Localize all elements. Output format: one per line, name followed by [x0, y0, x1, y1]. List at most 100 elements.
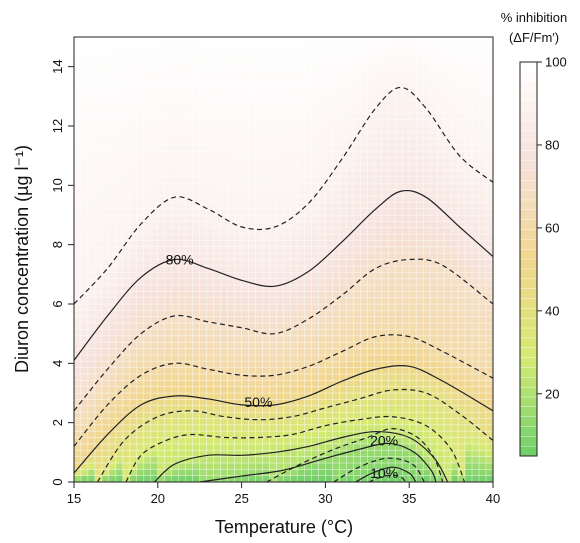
heatmap-cell — [408, 138, 417, 146]
heatmap-cell — [178, 373, 187, 381]
heatmap-cell — [87, 62, 96, 70]
heatmap-cell — [206, 468, 215, 477]
heatmap-cell — [394, 278, 403, 286]
heatmap-cell — [80, 360, 89, 368]
heatmap-cell — [122, 208, 131, 216]
heatmap-cell — [283, 284, 291, 292]
heatmap-cell — [101, 62, 110, 70]
heatmap-cell — [150, 303, 159, 311]
heatmap-cell — [129, 437, 138, 445]
heatmap-cell — [394, 240, 403, 248]
heatmap-cell — [346, 157, 354, 165]
heatmap-cell — [101, 418, 110, 426]
heatmap-cell — [457, 322, 466, 330]
heatmap-cell — [325, 430, 333, 438]
heatmap-cell — [366, 189, 375, 197]
heatmap-cell — [339, 68, 347, 76]
heatmap-cell — [213, 182, 221, 190]
heatmap-cell — [241, 284, 249, 292]
heatmap-cell — [192, 43, 201, 51]
heatmap-cell — [366, 386, 375, 394]
heatmap-cell — [366, 290, 375, 299]
heatmap-cell — [325, 233, 333, 241]
heatmap-cell — [80, 106, 89, 114]
heatmap-cell — [443, 424, 452, 432]
heatmap-cell — [143, 437, 152, 445]
heatmap-cell — [339, 55, 347, 63]
heatmap-cell — [80, 278, 89, 286]
heatmap-cell — [297, 138, 305, 146]
heatmap-cell — [318, 37, 326, 44]
heatmap-cell — [394, 201, 403, 209]
heatmap-cell — [115, 265, 124, 273]
heatmap-cell — [332, 119, 340, 127]
heatmap-cell — [339, 81, 347, 89]
heatmap-cell — [422, 119, 431, 127]
heatmap-cell — [101, 449, 110, 457]
heatmap-cell — [297, 119, 305, 127]
heatmap-cell — [464, 214, 473, 222]
heatmap-cell — [276, 125, 284, 133]
heatmap-cell — [94, 81, 103, 89]
heatmap-cell — [262, 348, 270, 356]
heatmap-cell — [373, 74, 382, 82]
heatmap-cell — [339, 329, 347, 337]
contour-label: 50% — [244, 394, 272, 410]
heatmap-cell — [318, 201, 326, 209]
heatmap-cell — [248, 379, 256, 388]
heatmap-cell — [213, 227, 221, 235]
heatmap-cell — [311, 138, 319, 146]
heatmap-cell — [290, 246, 298, 254]
heatmap-cell — [171, 348, 180, 356]
heatmap-cell — [199, 271, 208, 279]
heatmap-cell — [276, 443, 284, 451]
heatmap-cell — [262, 37, 270, 44]
heatmap-cell — [74, 157, 82, 165]
heatmap-cell — [485, 322, 493, 330]
heatmap-cell — [401, 437, 410, 445]
heatmap-cell — [325, 112, 333, 121]
heatmap-cell — [115, 81, 124, 89]
heatmap-cell — [192, 55, 201, 63]
heatmap-cell — [115, 335, 124, 343]
heatmap-cell — [346, 87, 354, 95]
heatmap-cell — [248, 475, 256, 482]
heatmap-cell — [101, 303, 110, 311]
heatmap-cell — [74, 119, 82, 127]
heatmap-cell — [408, 170, 417, 178]
heatmap-cell — [171, 157, 180, 165]
heatmap-cell — [290, 468, 298, 477]
heatmap-cell — [408, 290, 417, 299]
heatmap-cell — [443, 360, 452, 368]
heatmap-cell — [304, 189, 312, 197]
heatmap-cell — [318, 430, 326, 438]
heatmap-cell — [366, 87, 375, 95]
heatmap-cell — [353, 201, 361, 209]
heatmap-cell — [80, 449, 89, 457]
heatmap-cell — [227, 405, 235, 413]
heatmap-cell — [129, 360, 138, 368]
heatmap-cell — [485, 284, 493, 292]
heatmap-cell — [129, 37, 138, 44]
heatmap-cell — [262, 157, 270, 165]
heatmap-cell — [443, 43, 452, 51]
heatmap-cell — [471, 360, 480, 368]
heatmap-cell — [74, 138, 82, 146]
heatmap-cell — [360, 354, 368, 362]
heatmap-cell — [157, 341, 166, 349]
colorbar-cell — [519, 426, 538, 437]
heatmap-cell — [408, 373, 417, 381]
heatmap-cell — [297, 405, 305, 413]
heatmap-cell — [262, 100, 270, 108]
heatmap-cell — [422, 74, 431, 82]
heatmap-cell — [304, 430, 312, 438]
heatmap-cell — [485, 74, 493, 82]
heatmap-cell — [429, 189, 438, 197]
heatmap-cell — [269, 259, 277, 267]
x-tick-label: 30 — [318, 491, 332, 506]
contour-label: 10% — [370, 465, 398, 481]
heatmap-cell — [122, 367, 131, 375]
heatmap-cell — [199, 240, 208, 248]
heatmap-cell — [429, 214, 438, 222]
heatmap-cell — [220, 373, 228, 381]
